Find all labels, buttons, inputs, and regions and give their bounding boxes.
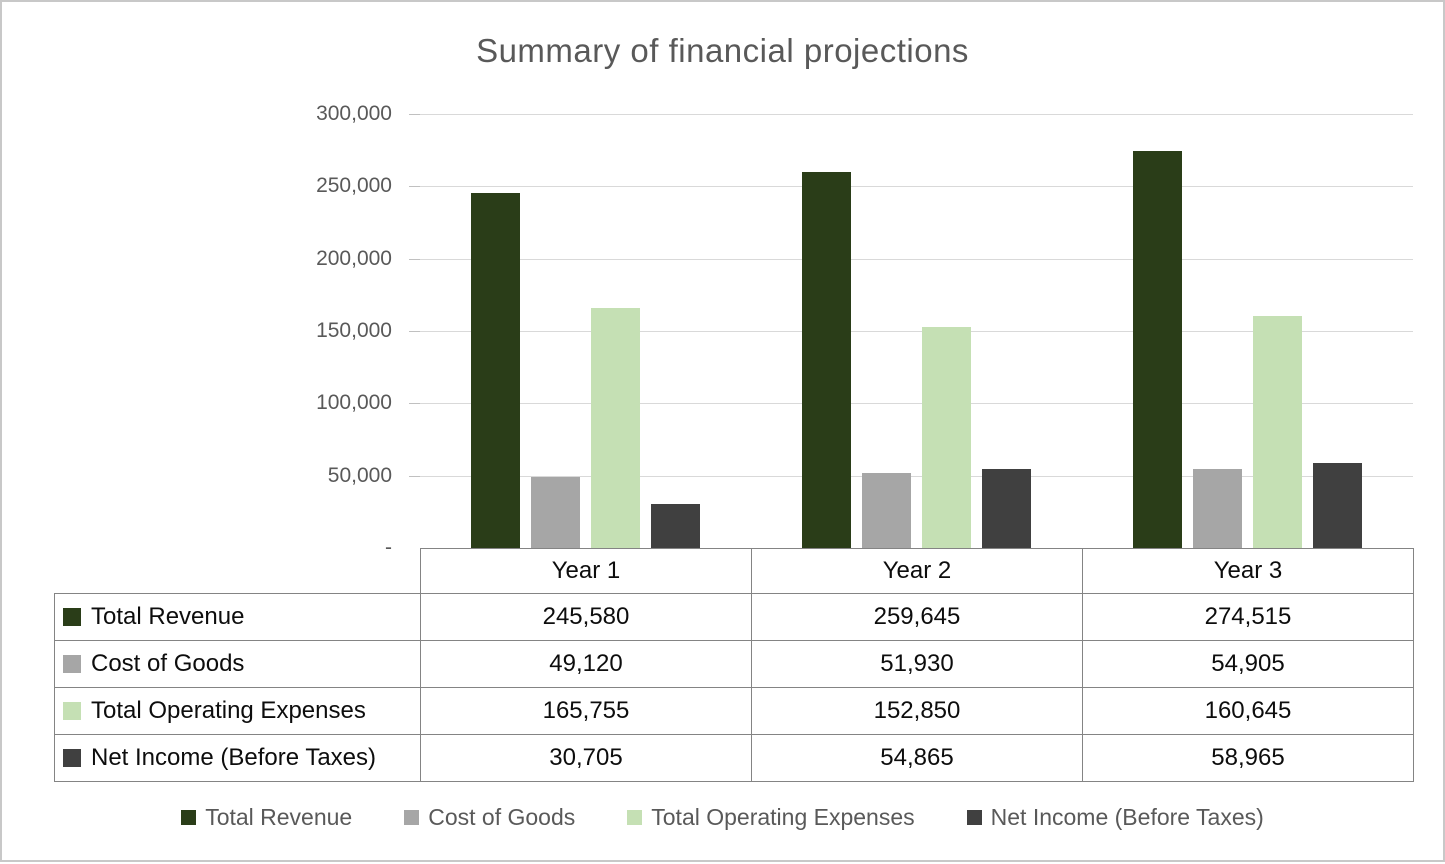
y-axis-tick-label: 100,000	[316, 391, 392, 415]
y-axis-tick-mark	[409, 114, 420, 115]
y-axis-tick-label: -	[385, 536, 392, 559]
row-label-cost-of-goods: Cost of Goods	[54, 640, 421, 688]
series-key-swatch-net-income-before-taxes	[63, 749, 81, 767]
legend-swatch-total-operating-expenses	[627, 810, 643, 825]
bar-cost-of-goods-year-3	[1193, 469, 1242, 548]
legend-label: Total Revenue	[205, 804, 353, 830]
value-cell: 259,645	[751, 593, 1083, 641]
series-key-swatch-cost-of-goods	[63, 655, 81, 673]
value-cell: 274,515	[1082, 593, 1414, 641]
series-label: Total Revenue	[91, 603, 245, 630]
legend-swatch-net-income-before-taxes	[966, 810, 982, 825]
y-axis-tick-label: 250,000	[316, 174, 392, 198]
value-cell: 51,930	[751, 640, 1083, 688]
table-row: Total Operating Expenses 165,755 152,850 16…	[54, 687, 1414, 735]
table-row: Cost of Goods 49,120 51,930 54,905	[54, 640, 1414, 688]
y-axis-tick-mark	[409, 331, 420, 332]
chart-data-table: Year 1 Year 2 Year 3 Total Revenue 245,580 25…	[54, 548, 1414, 782]
legend-label: Cost of Goods	[428, 804, 576, 830]
value-cell: 54,865	[751, 734, 1083, 782]
row-label-net-income-before-taxes: Net Income (Before Taxes)	[54, 734, 421, 782]
year-header-cell: Year 3	[1082, 548, 1414, 594]
bar-cost-of-goods-year-1	[531, 477, 580, 548]
legend-item-total-operating-expenses: Total Operating Expenses	[627, 804, 915, 831]
y-axis-tick-mark	[409, 475, 420, 477]
legend-swatch-total-revenue	[181, 810, 197, 825]
legend-swatch-cost-of-goods	[404, 810, 420, 825]
y-axis-tick-label: 200,000	[316, 246, 392, 270]
value-cell: 54,905	[1082, 640, 1414, 688]
y-axis-tick-label: 50,000	[327, 463, 392, 487]
series-key-swatch-total-operating-expenses	[63, 702, 81, 720]
y-axis-tick-mark	[409, 403, 420, 405]
gridline	[420, 258, 1413, 260]
bar-cost-of-goods-year-2	[862, 473, 911, 548]
gridline	[420, 114, 1413, 115]
bar-total-revenue-year-1	[471, 193, 520, 548]
bar-net-income-before-taxes-year-1	[651, 504, 700, 548]
series-key-swatch-total-revenue	[63, 608, 81, 626]
bar-total-operating-expenses-year-1	[591, 308, 640, 548]
value-cell: 245,580	[420, 593, 752, 641]
gridline	[420, 475, 1413, 477]
y-axis-tick-mark	[409, 186, 420, 188]
chart-title: Summary of financial projections	[476, 32, 969, 69]
bar-total-revenue-year-2	[802, 172, 851, 548]
gridline	[420, 331, 1413, 332]
value-cell: 165,755	[420, 687, 752, 735]
legend-label: Total Operating Expenses	[651, 804, 915, 830]
table-corner-blank	[55, 549, 421, 594]
bar-total-operating-expenses-year-2	[922, 327, 971, 548]
year-header-cell: Year 2	[751, 548, 1083, 594]
value-cell: 58,965	[1082, 734, 1414, 782]
legend-item-cost-of-goods: Cost of Goods	[404, 804, 575, 831]
legend-item-net-income-before-taxes: Net Income (Before Taxes)	[966, 804, 1264, 831]
value-cell: 152,850	[751, 687, 1083, 735]
value-cell: 49,120	[420, 640, 752, 688]
gridline	[420, 403, 1413, 405]
gridline	[420, 186, 1413, 188]
bar-total-operating-expenses-year-3	[1253, 316, 1302, 548]
table-row: Total Revenue 245,580 259,645 274,515	[54, 593, 1414, 641]
y-axis-tick-label: 300,000	[316, 102, 392, 125]
y-axis-tick-mark	[409, 258, 420, 260]
chart-legend: Total Revenue Cost of Goods Total Operatin…	[2, 804, 1443, 831]
table-row: Net Income (Before Taxes) 30,705 54,865 58,…	[54, 734, 1414, 782]
legend-label: Net Income (Before Taxes)	[990, 804, 1264, 830]
series-label: Net Income (Before Taxes)	[91, 744, 377, 771]
value-cell: 160,645	[1082, 687, 1414, 735]
row-label-total-operating-expenses: Total Operating Expenses	[54, 687, 421, 735]
bar-total-revenue-year-3	[1133, 151, 1182, 548]
row-label-total-revenue: Total Revenue	[54, 593, 421, 641]
y-axis-tick-label: 150,000	[316, 319, 392, 342]
value-cell: 30,705	[420, 734, 752, 782]
legend-item-total-revenue: Total Revenue	[181, 804, 352, 831]
year-header-cell: Year 1	[420, 548, 752, 594]
y-axis: 300,000 250,000 200,000 150,000 100,000 50,00…	[2, 2, 392, 864]
bar-net-income-before-taxes-year-2	[982, 469, 1031, 548]
bar-net-income-before-taxes-year-3	[1313, 463, 1362, 548]
series-label: Cost of Goods	[91, 650, 245, 677]
plot-area	[420, 114, 1413, 548]
series-label: Total Operating Expenses	[91, 697, 366, 724]
